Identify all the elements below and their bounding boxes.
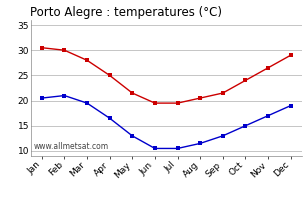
Text: Porto Alegre : temperatures (°C): Porto Alegre : temperatures (°C) — [30, 6, 223, 19]
Text: www.allmetsat.com: www.allmetsat.com — [33, 142, 108, 151]
